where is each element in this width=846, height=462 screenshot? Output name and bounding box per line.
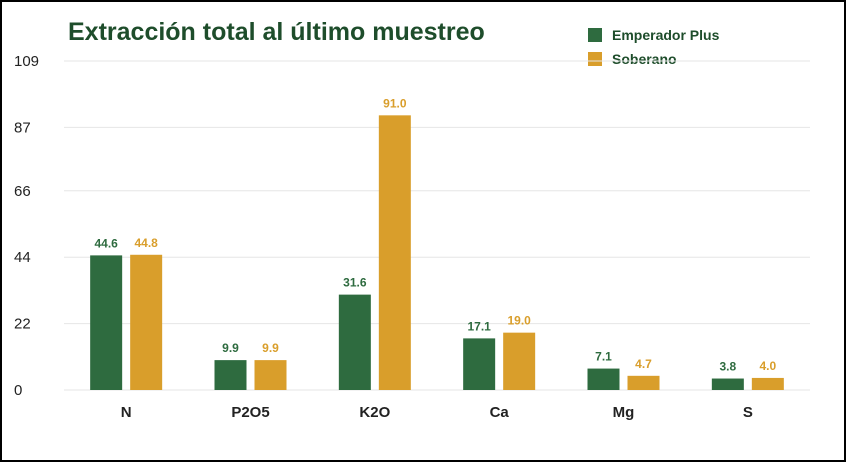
legend-swatch-emperador-plus [588,28,602,42]
x-tick-label: Mg [613,404,635,421]
bar-soberano-s [751,377,784,390]
chart-title: Extracción total al último muestreo [68,18,485,46]
y-tick-label: 109 [14,53,39,70]
bar-soberano-k2o [378,115,411,391]
data-label: 44.8 [134,236,158,250]
legend-item-soberano: Soberano [588,48,719,70]
bar-emperador-plus-p2o5 [214,360,247,390]
y-tick-label: 0 [14,382,22,399]
bar-soberano-ca [503,332,536,390]
data-label: 7.1 [595,350,612,364]
legend-swatch-soberano [588,52,602,66]
data-label: 19.0 [507,314,531,328]
y-tick-label: 44 [14,249,31,266]
data-label: 91.0 [383,96,407,110]
legend-item-emperador-plus: Emperador Plus [588,24,719,46]
bar-emperador-plus-ca [463,338,496,390]
x-tick-label: K2O [359,404,390,421]
data-label: 4.7 [635,357,652,371]
y-tick-label: 66 [14,183,31,200]
data-label: 44.6 [94,236,118,250]
y-tick-label: 22 [14,316,31,333]
bar-soberano-p2o5 [254,360,287,390]
x-tick-label: S [743,404,753,421]
data-label: 4.0 [759,359,776,373]
data-label: 31.6 [343,276,367,290]
legend-label-soberano: Soberano [612,51,677,67]
legend-label-emperador-plus: Emperador Plus [612,27,720,43]
x-tick-label: N [121,404,132,421]
y-tick-label: 87 [14,119,31,136]
data-label: 9.9 [262,341,279,355]
data-label: 9.9 [222,341,239,355]
x-tick-label: P2O5 [231,404,269,421]
bar-soberano-n [130,254,163,390]
bar-emperador-plus-s [711,378,744,390]
bar-emperador-plus-n [90,255,123,390]
data-label: 17.1 [467,319,491,333]
bar-emperador-plus-mg [587,368,620,390]
bar-emperador-plus-k2o [338,294,371,390]
bar-soberano-mg [627,375,660,390]
x-tick-label: Ca [490,404,510,421]
data-label: 3.8 [719,360,736,374]
chart-legend: Emperador Plus Soberano [588,24,719,72]
